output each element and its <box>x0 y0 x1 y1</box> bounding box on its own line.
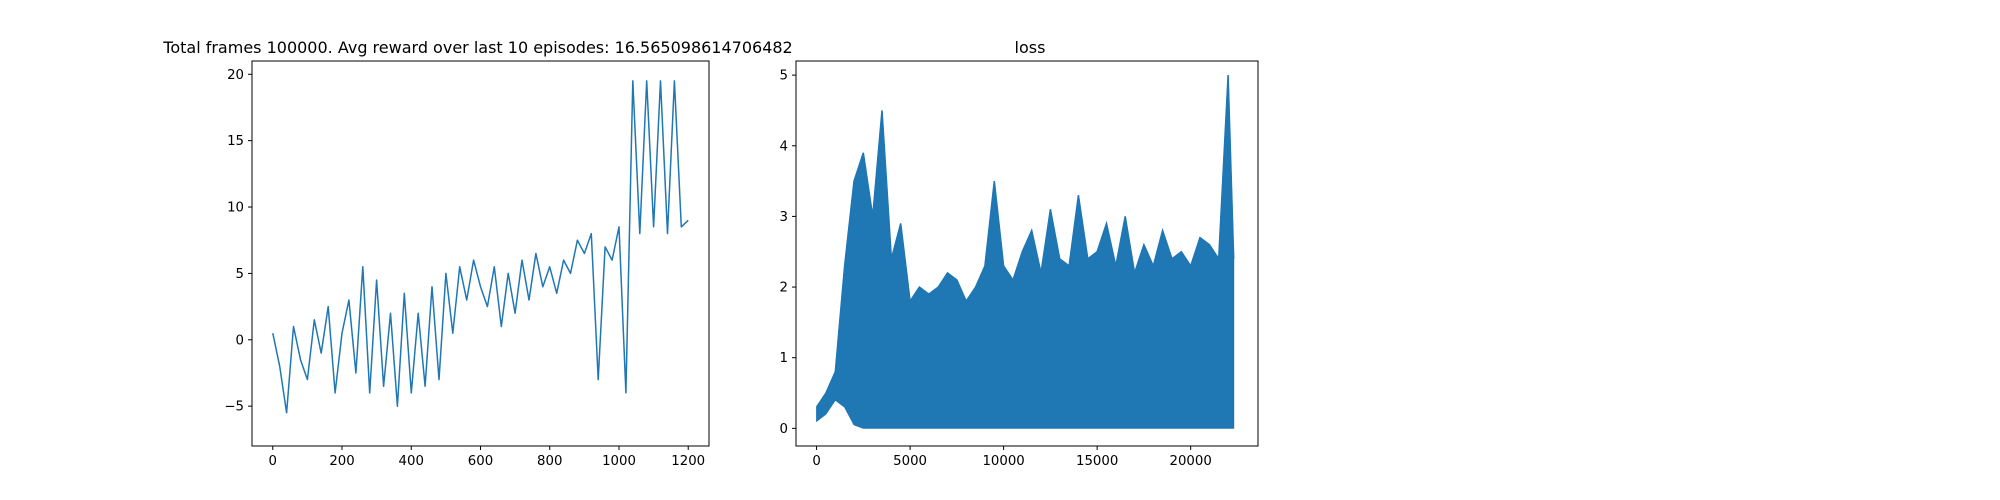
loss-series-band <box>816 75 1235 429</box>
loss-chart: loss 0 5000 10000 15000 20000 0 1 2 3 4 5 <box>780 38 1259 469</box>
loss-xtick-label: 15000 <box>1076 454 1118 469</box>
loss-ytick-label: 2 <box>780 281 788 296</box>
reward-xtick-label: 1000 <box>602 454 636 469</box>
loss-xtick-label: 5000 <box>893 454 927 469</box>
reward-xtick-label: 200 <box>329 454 354 469</box>
reward-xtick-label: 400 <box>399 454 424 469</box>
loss-chart-title: loss <box>1015 38 1046 57</box>
reward-plot-frame <box>251 60 710 447</box>
reward-xtick-label: 0 <box>269 454 277 469</box>
loss-ytick-label: 1 <box>780 351 788 366</box>
reward-series-line <box>272 80 689 414</box>
reward-ytick-label: 0 <box>236 333 244 348</box>
reward-ytick-label: −5 <box>224 400 244 415</box>
loss-ytick-label: 0 <box>780 422 788 437</box>
loss-ytick-label: 3 <box>780 210 788 225</box>
loss-xtick-label: 0 <box>812 454 820 469</box>
reward-chart-title: Total frames 100000. Avg reward over las… <box>162 38 792 57</box>
reward-xtick-label: 800 <box>537 454 562 469</box>
loss-series <box>815 75 1235 429</box>
reward-xtick-label: 600 <box>468 454 493 469</box>
loss-ytick-label: 5 <box>780 69 788 84</box>
loss-xtick-label: 10000 <box>982 454 1024 469</box>
loss-plot-frame <box>795 60 1259 447</box>
loss-ticks: 0 5000 10000 15000 20000 0 1 2 3 4 5 <box>780 69 1212 469</box>
reward-xtick-label: 1200 <box>671 454 705 469</box>
reward-chart: Total frames 100000. Avg reward over las… <box>162 38 792 469</box>
reward-ticks: 0 200 400 600 800 1000 1200 −5 0 5 10 15 20 <box>224 68 705 469</box>
loss-xtick-label: 20000 <box>1170 454 1212 469</box>
reward-ytick-label: 5 <box>236 267 244 282</box>
reward-ytick-label: 10 <box>227 201 244 216</box>
loss-ytick-label: 4 <box>780 139 788 154</box>
reward-series <box>272 80 689 414</box>
loss-series-peaks <box>815 75 1235 408</box>
reward-ytick-label: 20 <box>227 68 244 83</box>
reward-ytick-label: 15 <box>227 134 244 149</box>
